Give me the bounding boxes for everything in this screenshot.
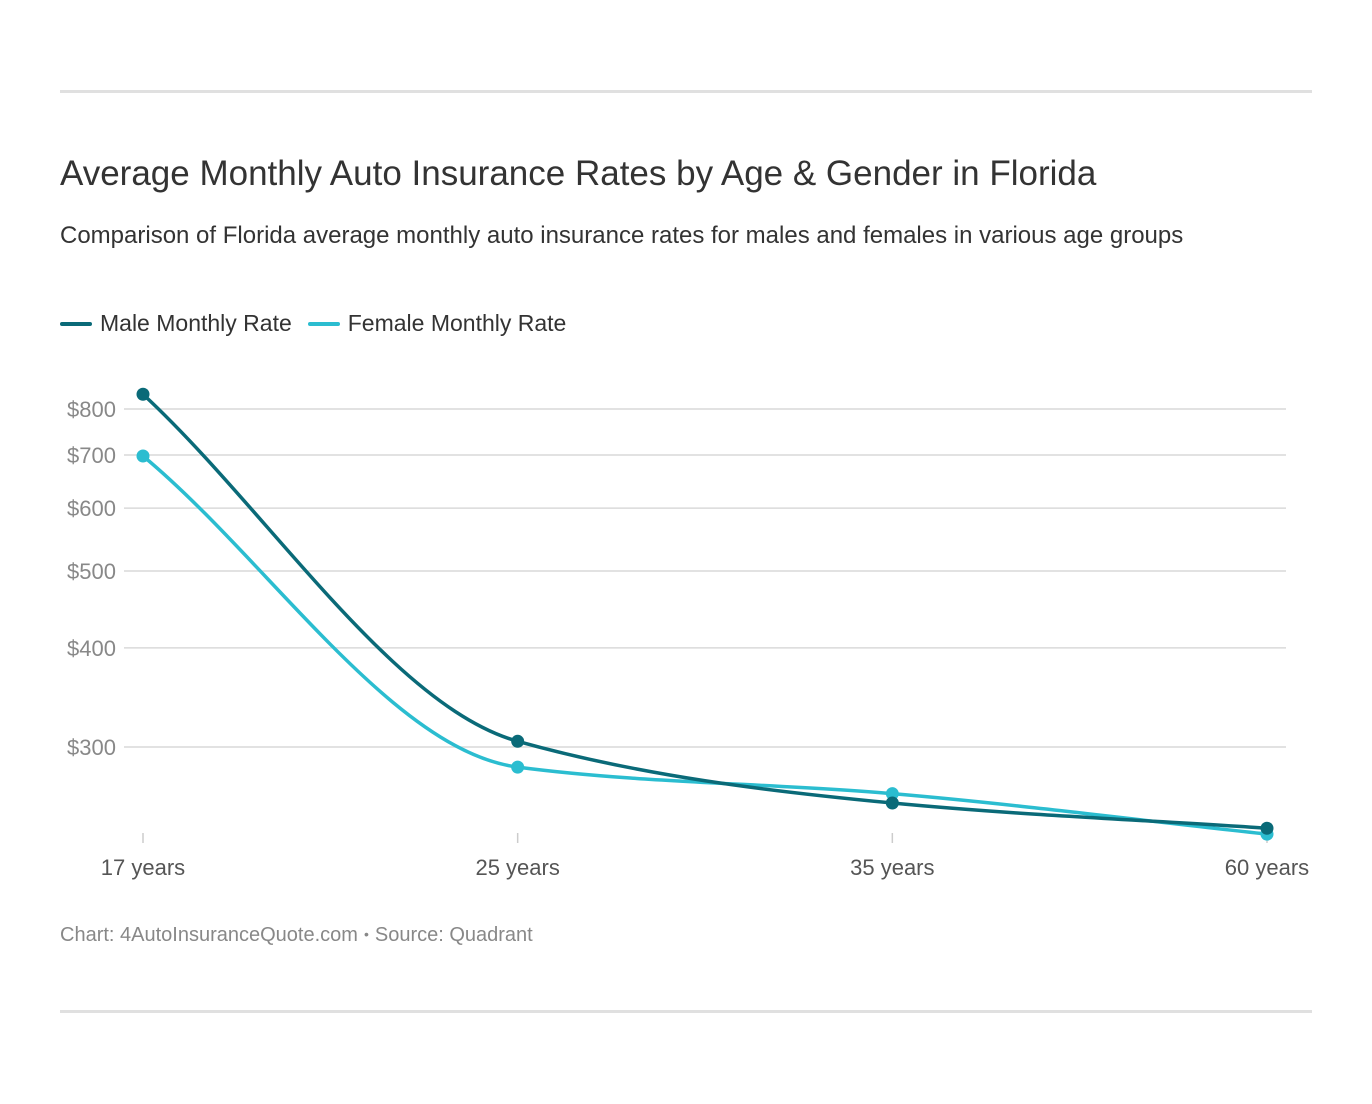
chart-subtitle: Comparison of Florida average monthly au… (60, 222, 1184, 249)
bottom-divider (60, 1010, 1312, 1013)
data-point-female (136, 449, 150, 463)
y-tick-label: $400 (67, 636, 116, 661)
x-axis-ticks: 17 years 25 years 35 years 60 years (101, 833, 1309, 880)
data-point-male (511, 734, 525, 748)
top-divider (60, 90, 1312, 93)
y-tick-label: $300 (67, 735, 116, 760)
data-point-male (136, 387, 150, 401)
data-point-female (885, 787, 899, 801)
legend-swatch-female (307, 321, 340, 326)
legend-swatch-male (60, 321, 92, 326)
footer-separator: • (363, 926, 369, 942)
legend-label-male: Male Monthly Rate (100, 310, 292, 336)
grid-lines (124, 408, 1286, 748)
legend-item-male: Male Monthly Rate (60, 310, 292, 337)
y-tick-label: $600 (67, 496, 116, 521)
x-tick-label: 17 years (101, 855, 185, 880)
chart-credit: Chart: 4AutoInsuranceQuote.com (60, 924, 358, 946)
legend-label-female: Female Monthly Rate (347, 310, 567, 336)
chart-source: Source: Quadrant (374, 924, 533, 946)
data-point-male (1260, 821, 1274, 835)
y-axis-ticks: $300 $400 $500 $600 $700 $800 (67, 397, 116, 760)
chart-footer: Chart: 4AutoInsuranceQuote.com • Source: Q… (60, 924, 533, 947)
x-tick-label: 35 years (850, 855, 934, 880)
data-point-female (511, 760, 525, 774)
data-point-male (885, 796, 899, 810)
series-lines (141, 392, 1269, 836)
series-line-male (141, 392, 1269, 830)
chart-legend: Male Monthly Rate Female Monthly Rate (60, 310, 582, 337)
y-tick-label: $800 (67, 397, 116, 422)
series-points (136, 387, 1274, 841)
series-line-female (141, 454, 1269, 836)
x-tick-label: 60 years (1225, 855, 1309, 880)
y-tick-label: $700 (67, 443, 116, 468)
chart-title: Average Monthly Auto Insurance Rates by … (60, 154, 1097, 193)
y-tick-label: $500 (67, 559, 116, 584)
legend-item-female: Female Monthly Rate (307, 310, 567, 337)
x-tick-label: 25 years (475, 855, 559, 880)
